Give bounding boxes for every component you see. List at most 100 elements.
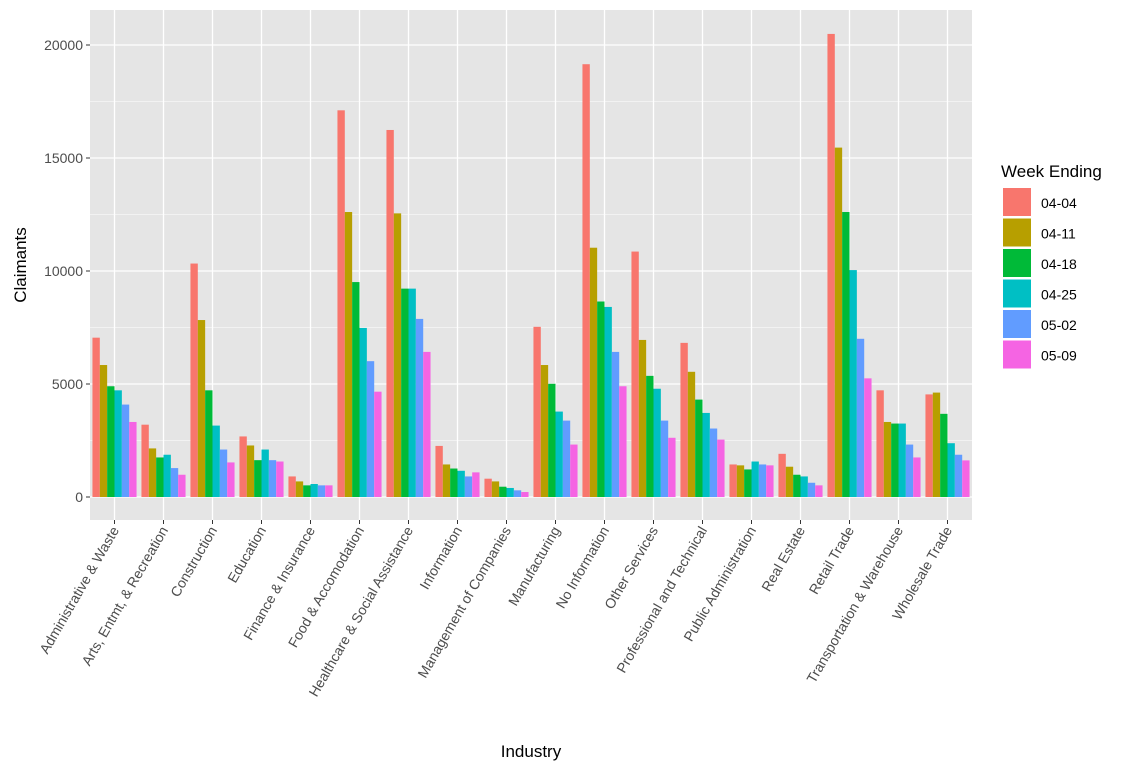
bar-04-25 [408,288,416,497]
bar-05-02 [758,464,767,497]
bar-04-18 [450,468,458,497]
bar-04-04 [925,394,933,497]
bar-05-02 [170,468,179,497]
legend-swatch-04-04 [1003,188,1031,216]
bar-04-18 [303,485,311,497]
bar-04-25 [506,487,514,497]
bar-04-18 [842,212,850,497]
bar-04-04 [484,478,492,497]
bar-05-09 [227,462,235,497]
bar-04-18 [254,460,262,497]
bar-04-04 [680,342,688,497]
bar-04-04 [435,445,443,497]
bar-04-11 [883,421,892,497]
plot-panel [90,10,972,520]
bar-04-18 [793,474,801,497]
bar-04-25 [702,412,710,497]
bar-04-18 [107,386,115,497]
bar-04-18 [352,282,360,497]
bar-04-18 [695,399,703,497]
bar-05-02 [219,449,228,497]
bar-04-11 [491,481,500,497]
bar-04-18 [597,301,605,497]
bar-04-11 [932,392,941,497]
bar-05-09 [129,421,137,497]
bar-05-09 [619,386,627,497]
bar-04-25 [751,461,759,497]
bar-04-25 [212,425,220,497]
bar-05-09 [864,378,872,497]
bar-04-11 [99,365,108,497]
bar-04-04 [778,453,786,497]
bar-05-09 [178,474,186,497]
legend-swatch-05-02 [1003,310,1031,338]
bar-05-09 [668,437,676,497]
bar-04-04 [190,263,198,497]
y-axis-title: Claimants [11,227,30,303]
bar-04-11 [393,213,402,497]
bar-04-11 [197,320,206,497]
x-tick-label: Arts, Entmt, & Recreation [78,524,171,669]
bar-04-18 [499,486,507,497]
bar-05-09 [913,457,921,497]
bar-04-11 [785,466,794,497]
bar-04-25 [947,443,955,497]
y-tick-label: 20000 [44,37,83,53]
bar-05-02 [415,318,424,497]
bar-04-04 [876,390,884,497]
x-axis-title: Industry [501,742,562,761]
bar-05-09 [521,492,529,497]
legend-label: 04-25 [1041,287,1077,303]
bar-05-02 [807,482,816,497]
bar-04-18 [891,423,899,497]
bar-05-02 [562,420,571,497]
bar-04-11 [834,147,843,497]
legend: Week Ending 04-04 04-11 04-18 04-25 05-02 05-… [1001,162,1102,369]
bar-05-02 [856,338,865,497]
y-tick-label: 0 [75,489,83,505]
bar-05-02 [366,361,375,497]
bar-05-09 [570,444,578,497]
bar-04-25 [310,484,318,497]
legend-swatch-04-18 [1003,249,1031,277]
bar-04-04 [582,64,590,498]
bar-05-02 [905,444,914,497]
bar-04-18 [744,469,752,497]
bar-05-09 [766,465,774,497]
bar-04-04 [141,424,149,497]
bar-05-09 [423,351,431,497]
x-tick-label: Healthcare & Social Assistance [305,523,416,699]
bar-04-18 [940,413,948,497]
legend-swatch-05-09 [1003,340,1031,369]
bar-05-09 [276,461,284,497]
bar-05-02 [464,476,473,497]
bar-04-11 [344,212,353,497]
y-tick-label: 15000 [44,150,83,166]
bar-04-18 [205,390,213,497]
y-tick-label: 10000 [44,263,83,279]
bar-04-25 [898,423,906,497]
bar-04-18 [548,383,556,497]
x-tick-label: No Information [552,524,612,612]
bar-05-09 [962,460,970,497]
bar-04-04 [92,337,100,497]
bar-04-25 [457,470,465,497]
bar-04-04 [729,464,737,497]
x-tick-label: Manufacturing [505,524,563,609]
bar-04-11 [442,464,451,497]
bar-04-04 [533,326,541,497]
bar-04-11 [589,247,598,497]
x-tick-label: Management of Companies [414,524,514,681]
bar-05-02 [121,404,130,497]
bar-04-04 [631,251,639,497]
bar-04-18 [401,288,409,497]
legend-swatch-04-25 [1003,279,1031,308]
bar-04-04 [827,33,835,498]
bar-04-18 [646,375,654,497]
bar-05-02 [268,460,277,497]
x-tick-label: Information [416,524,465,593]
bar-04-25 [653,388,661,497]
bar-04-04 [337,110,345,498]
x-tick-label: Professional and Technical [613,524,710,676]
